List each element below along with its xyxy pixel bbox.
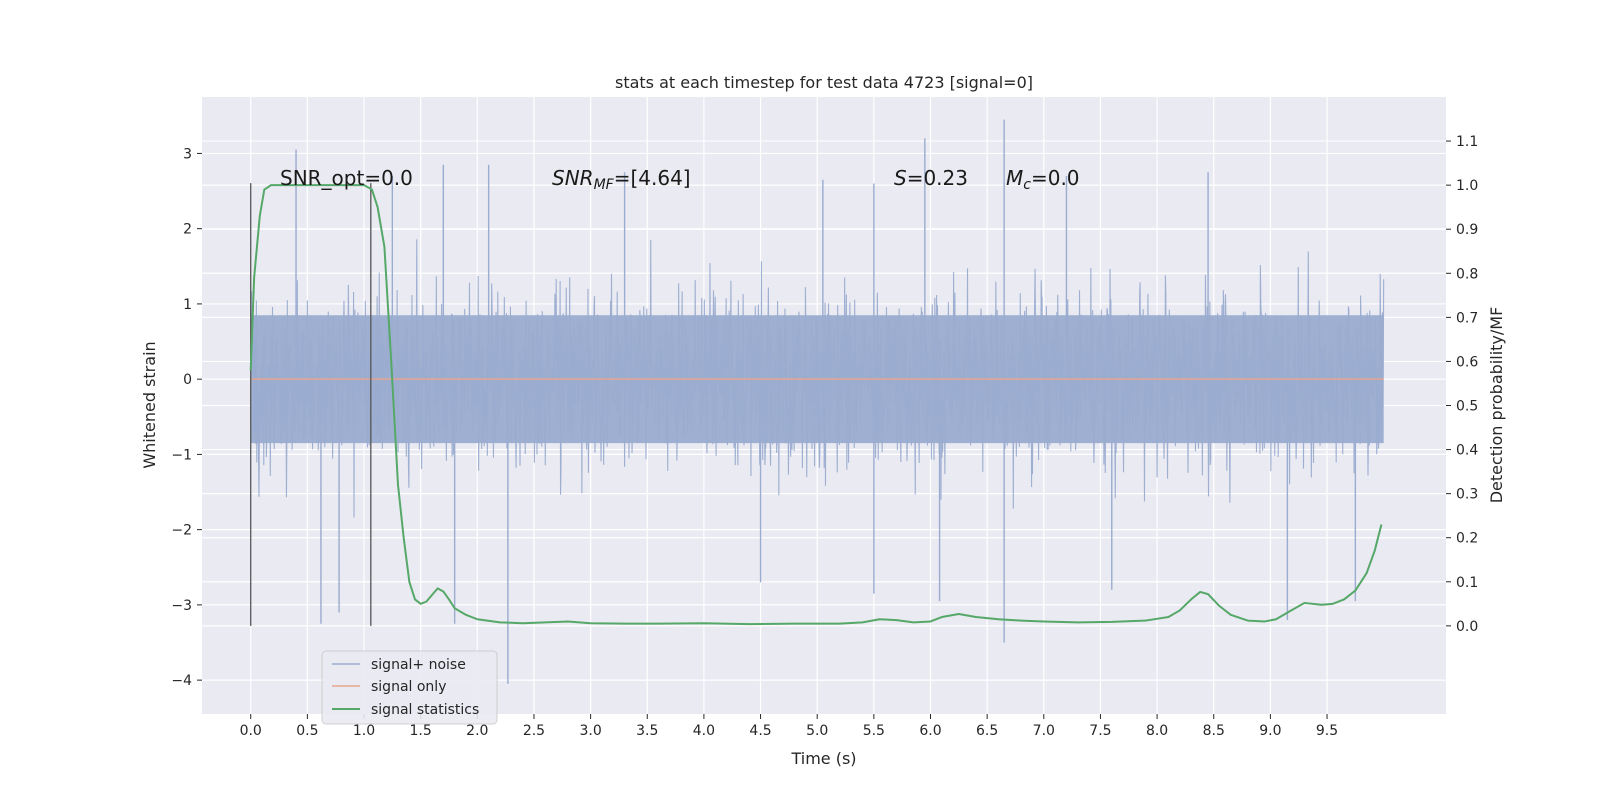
x-tick-label: 3.0 xyxy=(579,723,601,739)
x-tick-label: 2.5 xyxy=(523,723,545,739)
mc-base: M xyxy=(1006,166,1023,190)
x-tick-label: 9.0 xyxy=(1259,723,1281,739)
mc-annotation: Mc=0.0 xyxy=(1006,166,1080,193)
y-tick-label: 1 xyxy=(183,297,192,313)
right-axis-ticks: 1.1 1.0 0.9 0.8 0.7 0.6 0.5 0.4 0.3 0.2 0.1 0.0 xyxy=(1446,134,1478,635)
snr-opt-annotation: SNR_opt=0.0 xyxy=(280,166,413,190)
x-axis-ticks: 0.0 0.5 1.0 1.5 2.0 2.5 3.0 3.5 4.0 4.5 5.0 5.5 6.0 6… xyxy=(240,714,1338,739)
y-axis-label: Whitened strain xyxy=(140,341,159,468)
chart-title: stats at each timestep for test data 472… xyxy=(615,73,1033,92)
legend-box xyxy=(321,650,498,725)
right-tick-label: 0.2 xyxy=(1456,531,1478,547)
x-tick-label: 4.0 xyxy=(693,723,715,739)
x-tick-label: 9.5 xyxy=(1316,723,1338,739)
right-tick-label: 0.0 xyxy=(1456,619,1478,635)
right-tick-label: 0.3 xyxy=(1456,487,1478,503)
s-var: S xyxy=(894,166,907,190)
x-tick-label: 7.5 xyxy=(1089,723,1111,739)
x-tick-label: 8.5 xyxy=(1203,723,1225,739)
x-tick-label: 6.5 xyxy=(976,723,998,739)
y-tick-label: −2 xyxy=(171,523,192,539)
right-axis-label: Detection probability/MF xyxy=(1487,307,1506,504)
x-tick-label: 4.5 xyxy=(749,723,771,739)
y-tick-label: −3 xyxy=(171,598,192,614)
y-tick-label: 3 xyxy=(183,146,192,162)
legend-label-signal-noise: signal+ noise xyxy=(371,657,466,673)
x-tick-label: 5.0 xyxy=(806,723,828,739)
snr-mf-sub: MF xyxy=(594,177,615,193)
x-tick-label: 5.5 xyxy=(863,723,885,739)
event-markers xyxy=(250,183,372,626)
mc-value: =0.0 xyxy=(1031,166,1080,190)
x-tick-label: 1.5 xyxy=(410,723,432,739)
snr-mf-base: SNR xyxy=(552,166,594,190)
s-annotation: S=0.23 xyxy=(894,166,968,190)
right-tick-label: 0.7 xyxy=(1456,310,1478,326)
right-tick-label: 0.4 xyxy=(1456,443,1478,459)
right-tick-label: 0.1 xyxy=(1456,575,1478,591)
y-tick-label: −1 xyxy=(171,447,192,463)
signal-statistics-series xyxy=(249,184,1383,626)
y-tick-label: −4 xyxy=(171,673,192,689)
right-tick-label: 0.5 xyxy=(1456,399,1478,415)
signal-statistics-line xyxy=(249,184,1383,626)
right-tick-label: 0.6 xyxy=(1456,354,1478,370)
legend: signal+ noise signal only signal statist… xyxy=(321,650,498,725)
x-tick-label: 2.0 xyxy=(466,723,488,739)
snr-mf-annotation: SNRMF=[4.64] xyxy=(552,166,691,193)
x-tick-label: 0.5 xyxy=(296,723,318,739)
x-tick-label: 0.0 xyxy=(240,723,262,739)
legend-label-signal-only: signal only xyxy=(371,679,446,695)
x-tick-label: 6.0 xyxy=(919,723,941,739)
y-tick-label: 2 xyxy=(183,222,192,238)
s-value: =0.23 xyxy=(907,166,968,190)
x-tick-label: 3.5 xyxy=(636,723,658,739)
legend-label-signal-statistics: signal statistics xyxy=(371,702,479,718)
right-tick-label: 0.8 xyxy=(1456,266,1478,282)
right-tick-label: 1.0 xyxy=(1456,178,1478,194)
right-tick-label: 0.9 xyxy=(1456,222,1478,238)
x-axis-label: Time (s) xyxy=(790,749,856,768)
mc-sub: c xyxy=(1023,177,1031,193)
y-tick-label: 0 xyxy=(183,372,192,388)
right-tick-label: 1.1 xyxy=(1456,134,1478,150)
y-axis-ticks: 3 2 1 0 −1 −2 −3 −4 xyxy=(171,146,202,689)
x-tick-label: 1.0 xyxy=(353,723,375,739)
x-tick-label: 7.0 xyxy=(1033,723,1055,739)
x-tick-label: 8.0 xyxy=(1146,723,1168,739)
snr-mf-value: =[4.64] xyxy=(614,166,691,190)
